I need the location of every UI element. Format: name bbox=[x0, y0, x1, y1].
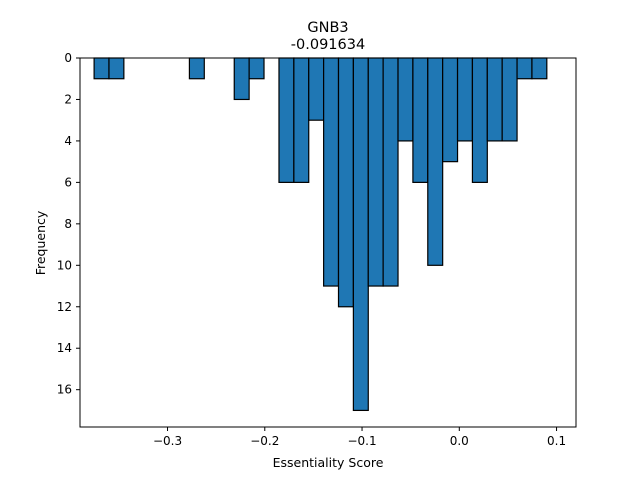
y-axis-ticks: 0 2 4 6 8 10 12 14 16 bbox=[57, 51, 80, 397]
x-tick-label: −0.1 bbox=[347, 434, 376, 448]
y-tick-label: 14 bbox=[57, 341, 72, 355]
histogram-bar-15 bbox=[427, 57, 444, 266]
y-tick-label: 10 bbox=[57, 258, 72, 272]
y-tick-label: 6 bbox=[64, 175, 72, 189]
histogram-bar-0 bbox=[93, 57, 110, 80]
histogram-bar-7 bbox=[308, 57, 325, 121]
y-tick-label: 12 bbox=[57, 300, 72, 314]
histogram-bar-16 bbox=[442, 57, 459, 163]
x-tick-label: −0.2 bbox=[250, 434, 279, 448]
y-tick-label: 0 bbox=[64, 51, 72, 65]
histogram-bar-10 bbox=[352, 57, 369, 412]
histogram-bar-18 bbox=[471, 57, 488, 183]
x-tick-label: −0.3 bbox=[153, 434, 182, 448]
x-axis-ticks: −0.3 −0.2 −0.1 0.0 0.1 bbox=[153, 427, 566, 448]
x-axis-label: Essentiality Score bbox=[273, 455, 384, 470]
chart-subtitle: -0.091634 bbox=[291, 37, 365, 53]
y-tick-label: 16 bbox=[57, 383, 72, 397]
bars-group bbox=[93, 57, 548, 412]
y-tick-label: 8 bbox=[64, 217, 72, 231]
histogram-bar-4 bbox=[248, 57, 265, 80]
histogram-bar-14 bbox=[412, 57, 429, 183]
histogram-bar-21 bbox=[516, 57, 533, 80]
histogram-bar-20 bbox=[501, 57, 518, 142]
y-axis-label: Frequency bbox=[33, 210, 48, 275]
histogram-bar-22 bbox=[531, 57, 548, 80]
plot-frame bbox=[79, 57, 577, 428]
histogram-bar-3 bbox=[233, 57, 250, 101]
histogram-bar-9 bbox=[337, 57, 354, 308]
y-tick-label: 2 bbox=[64, 92, 72, 106]
histogram-bar-2 bbox=[188, 57, 205, 80]
x-tick-label: 0.1 bbox=[547, 434, 566, 448]
histogram-bar-13 bbox=[397, 57, 414, 142]
histogram-bar-8 bbox=[323, 57, 340, 287]
y-tick-label: 4 bbox=[64, 134, 72, 148]
x-tick-label: 0.0 bbox=[450, 434, 469, 448]
histogram-bar-11 bbox=[367, 57, 384, 287]
histogram-bar-19 bbox=[486, 57, 503, 142]
histogram-bar-5 bbox=[278, 57, 295, 183]
chart-title: GNB3 bbox=[307, 20, 348, 36]
histogram-bar-17 bbox=[456, 57, 474, 142]
histogram-bar-6 bbox=[293, 57, 310, 183]
histogram-bar-1 bbox=[108, 57, 125, 80]
histogram-bar-12 bbox=[382, 57, 399, 287]
